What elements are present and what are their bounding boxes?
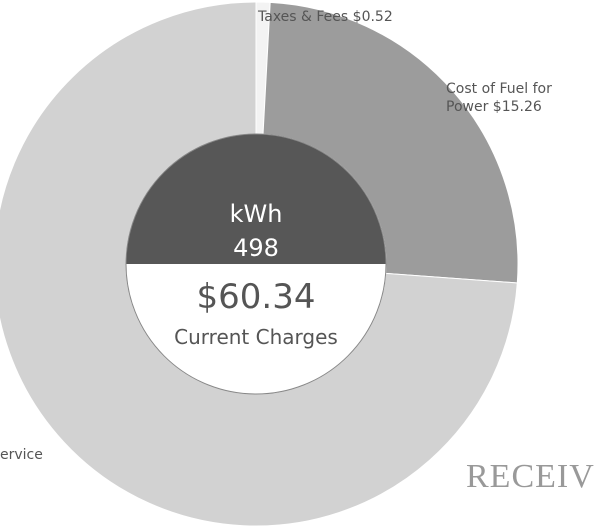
label-name: Cost of Fuel for Power (446, 81, 552, 115)
label-value: $0.52 (352, 9, 393, 25)
label-service: ervice (0, 446, 43, 464)
label-value: $15.26 (492, 99, 542, 115)
center-top (126, 134, 386, 264)
center-unit: kWh (230, 200, 283, 228)
label-fuel: Cost of Fuel for Power $15.26 (446, 80, 586, 116)
label-name: ervice (0, 447, 43, 463)
center-ring (125, 133, 387, 395)
label-taxes: Taxes & Fees $0.52 (258, 8, 393, 26)
label-name: Taxes & Fees (258, 9, 349, 25)
center-bottom (126, 264, 386, 394)
center-caption: Current Charges (174, 325, 338, 349)
center-amount: $60.34 (197, 277, 316, 317)
center-usage: 498 (233, 234, 279, 262)
stamp: RECEIV (466, 458, 595, 495)
